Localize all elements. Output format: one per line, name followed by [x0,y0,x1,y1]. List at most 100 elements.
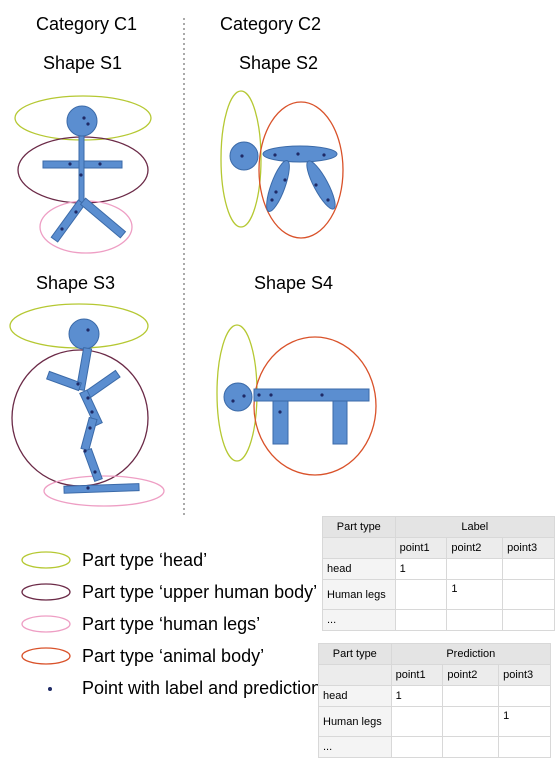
legend-item-human-legs: Part type ‘human legs’ [20,612,260,636]
label-table-cell [394,609,448,631]
s2-point [322,153,326,157]
s4-head [223,382,253,412]
s3-left-arm [46,370,82,392]
prediction-table-cell: 1 [390,685,444,707]
prediction-table-blank-header [318,664,392,686]
legend-text: Point with label and prediction [82,677,322,698]
s2-animal-body-region [258,101,344,239]
s2-head-region [220,90,262,228]
legend-swatch-animal-body [21,647,71,665]
s3-legs-region [43,475,165,507]
legend-swatch-upper-human-body [21,583,71,601]
s1-point [68,162,72,166]
s2-point [270,198,274,202]
s3-point [83,449,87,453]
legend-swatch-human-legs [21,615,71,633]
legend-item-head: Part type ‘head’ [20,548,207,572]
category-label-c1: Category C1 [36,14,138,34]
s2-head [229,141,259,171]
s3-thigh [80,416,98,452]
s1-point [86,122,90,126]
s1-point [60,227,64,231]
s4-point [257,393,261,397]
prediction-table-row-name: ... [318,736,392,758]
shape-s1-figure [14,95,152,254]
s1-torso [78,135,85,207]
s4-point [278,410,282,414]
s3-point [88,426,92,430]
s1-point [98,162,102,166]
s4-front-leg [272,400,289,445]
s4-point [242,394,246,398]
label-table-column-header: point3 [502,537,555,559]
category-label-c2: Category C2 [220,14,322,34]
s1-right-leg [79,197,127,239]
shape-label-s3: Shape S3 [36,273,116,293]
s2-point [273,153,277,157]
prediction-table-cell [390,736,444,758]
legend-text: Part type ‘upper human body’ [82,581,318,602]
s3-point [86,328,90,332]
label-table-cell [502,609,555,631]
s4-point [269,393,273,397]
label-table-blank-header [322,537,396,559]
s3-point [76,382,80,386]
legend-swatch-point [48,687,52,691]
prediction-table-cell: 1 [498,706,551,737]
label-table-cell [446,609,504,631]
prediction-table-cell [390,706,444,737]
shape-s4-figure [216,324,377,476]
label-table-part-type-header: Part type [322,516,396,538]
label-table-row-name: head [322,558,396,580]
s2-back-leg [306,160,336,210]
s2-front-leg [266,160,290,212]
s3-neck [75,347,93,391]
s3-right-arm [85,369,121,399]
s3-shin [83,447,103,483]
prediction-table-title: Prediction [390,643,552,665]
label-table-cell [502,579,555,610]
legend-swatch-head [21,551,71,569]
label-table-column-header: point2 [446,537,504,559]
s3-point [86,486,90,490]
s2-point [240,154,244,158]
legend-item-animal-body: Part type ‘animal body’ [20,644,264,668]
label-table-cell: 1 [446,579,504,610]
s1-point [82,116,86,120]
prediction-table-row-name: Human legs [318,706,392,737]
legend-text: Part type ‘head’ [82,549,208,570]
s4-back-leg [332,400,348,445]
label-table-cell: 1 [394,558,448,580]
prediction-table-column-header: point1 [390,664,444,686]
s2-point [283,178,287,182]
s2-point [326,198,330,202]
label-table: Part type Label point1 point2 point3 hea… [322,516,555,631]
s3-point [93,470,97,474]
s3-feet [63,483,140,494]
s2-point [274,190,278,194]
s4-point [231,399,235,403]
label-table-title: Label [394,516,555,538]
s3-point [90,410,94,414]
prediction-table-cell [442,706,500,737]
s1-head [66,105,98,137]
s1-left-leg [50,199,86,243]
legend-item-point: Point with label and prediction [20,676,321,700]
shape-label-s4: Shape S4 [254,273,334,293]
prediction-table: Part type Prediction point1 point2 point… [318,643,552,758]
shape-label-s2: Shape S2 [239,53,319,73]
prediction-table-column-header: point3 [498,664,551,686]
prediction-table-cell [442,685,500,707]
label-table-cell [446,558,504,580]
shape-s2-figure [220,90,344,239]
label-table-column-header: point1 [394,537,448,559]
prediction-table-part-type-header: Part type [318,643,392,665]
s4-animal-body-region [253,336,377,476]
legend-text: Part type ‘animal body’ [82,645,265,666]
prediction-table-cell [498,736,551,758]
s4-point [320,393,324,397]
s2-body [262,145,338,163]
prediction-table-cell [442,736,500,758]
